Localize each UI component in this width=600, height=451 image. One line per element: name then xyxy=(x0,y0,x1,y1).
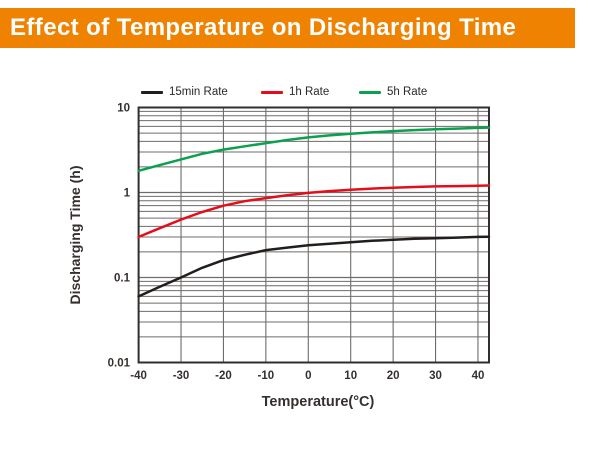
legend-item-5h-rate: 5h Rate xyxy=(359,84,427,100)
legend-swatch-5h-rate xyxy=(359,90,381,94)
x-tick-label: 0 xyxy=(305,370,311,382)
x-tick-label: 10 xyxy=(344,370,357,382)
y-tick-label: 0.1 xyxy=(114,273,131,285)
legend-label-5h-rate: 5h Rate xyxy=(387,86,428,98)
y-axis-title: Discharging Time (h) xyxy=(67,166,83,305)
legend-swatch-1h-rate xyxy=(261,90,283,94)
x-tick-label: -20 xyxy=(215,370,232,382)
series-line-15min-rate xyxy=(137,235,491,298)
x-tick-label: -40 xyxy=(130,370,147,382)
y-tick-label: 1 xyxy=(124,188,131,200)
x-tick-label: -30 xyxy=(173,370,190,382)
title-banner: Effect of Temperature on Discharging Tim… xyxy=(0,8,575,48)
legend-label-1h-rate: 1h Rate xyxy=(289,86,330,98)
series-line-5h-rate xyxy=(137,126,491,173)
x-axis-title: Temperature(°C) xyxy=(262,394,375,410)
x-tick-label: 40 xyxy=(472,370,485,382)
y-tick-label: 0.01 xyxy=(108,358,131,370)
plot-border xyxy=(137,106,490,364)
legend-item-1h-rate: 1h Rate xyxy=(261,84,329,100)
x-tick-label: 30 xyxy=(429,370,442,382)
legend-item-15min-rate: 15min Rate xyxy=(141,84,228,100)
legend-swatch-15min-rate xyxy=(141,90,163,94)
series-line-1h-rate xyxy=(137,184,491,239)
x-tick-label: 20 xyxy=(387,370,400,382)
legend-label-15min-rate: 15min Rate xyxy=(169,86,228,98)
chart-legend: 15min Rate 1h Rate 5h Rate xyxy=(0,84,600,100)
page-title: Effect of Temperature on Discharging Tim… xyxy=(10,14,517,41)
x-tick-label: -10 xyxy=(258,370,275,382)
y-tick-label: 10 xyxy=(117,103,130,115)
